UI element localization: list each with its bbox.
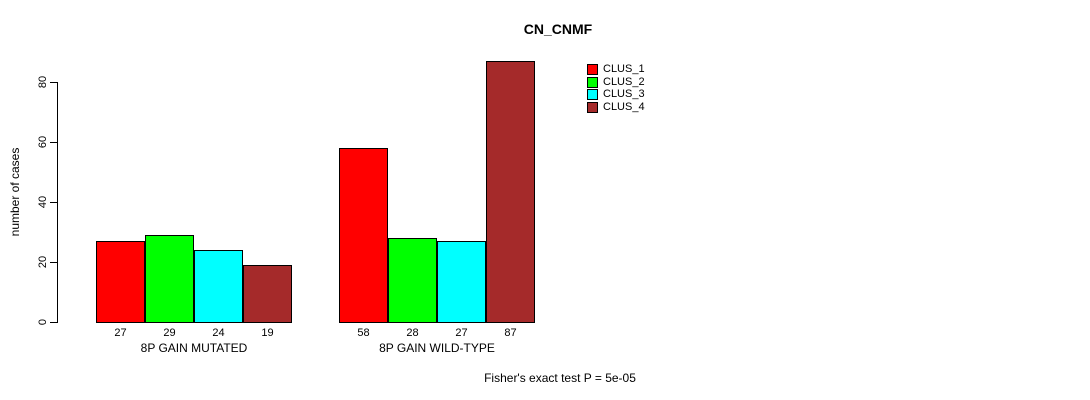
bar-clus_1-group1 <box>96 241 145 323</box>
y-axis-tick <box>50 142 57 143</box>
y-axis-tick <box>50 262 57 263</box>
y-axis-tick <box>50 82 57 83</box>
bar-clus_2-group1 <box>145 235 194 323</box>
bar-value-label: 58 <box>357 327 370 339</box>
bar-clus_4-group1 <box>243 265 292 323</box>
y-axis-tick <box>50 322 57 323</box>
y-axis-tick-label: 80 <box>37 75 49 89</box>
bar-value-label: 19 <box>261 327 274 339</box>
legend-label: CLUS_1 <box>603 63 645 75</box>
y-axis-tick-label: 40 <box>37 195 49 209</box>
bar-value-label: 27 <box>114 327 127 339</box>
legend-swatch-clus_2 <box>587 77 598 88</box>
y-axis-tick-label: 60 <box>37 135 49 149</box>
legend-label: CLUS_3 <box>603 88 645 100</box>
annotation-fishers-test: Fisher's exact test P = 5e-05 <box>484 371 636 385</box>
bar-value-label: 24 <box>212 327 225 339</box>
bar-clus_3-group2 <box>437 241 486 323</box>
y-axis-tick-label: 20 <box>37 255 49 269</box>
y-axis-line <box>57 82 58 323</box>
legend-swatch-clus_3 <box>587 89 598 100</box>
bar-clus_1-group2 <box>339 148 388 323</box>
bar-value-label: 27 <box>455 327 468 339</box>
bar-clus_3-group1 <box>194 250 243 323</box>
legend-swatch-clus_1 <box>587 64 598 75</box>
bar-value-label: 87 <box>504 327 517 339</box>
legend-label: CLUS_2 <box>603 76 645 88</box>
y-axis-tick <box>50 202 57 203</box>
x-group-label: 8P GAIN MUTATED <box>140 341 248 355</box>
x-group-label: 8P GAIN WILD-TYPE <box>379 341 495 355</box>
bar-clus_2-group2 <box>388 238 437 323</box>
chart-title: CN_CNMF <box>523 21 593 37</box>
legend-swatch-clus_4 <box>587 102 598 113</box>
bar-value-label: 29 <box>163 327 176 339</box>
y-axis-title: number of cases <box>8 147 22 237</box>
bar-clus_4-group2 <box>486 61 535 323</box>
legend-label: CLUS_4 <box>603 101 645 113</box>
bar-value-label: 28 <box>406 327 419 339</box>
y-axis-tick-label: 0 <box>37 318 49 326</box>
